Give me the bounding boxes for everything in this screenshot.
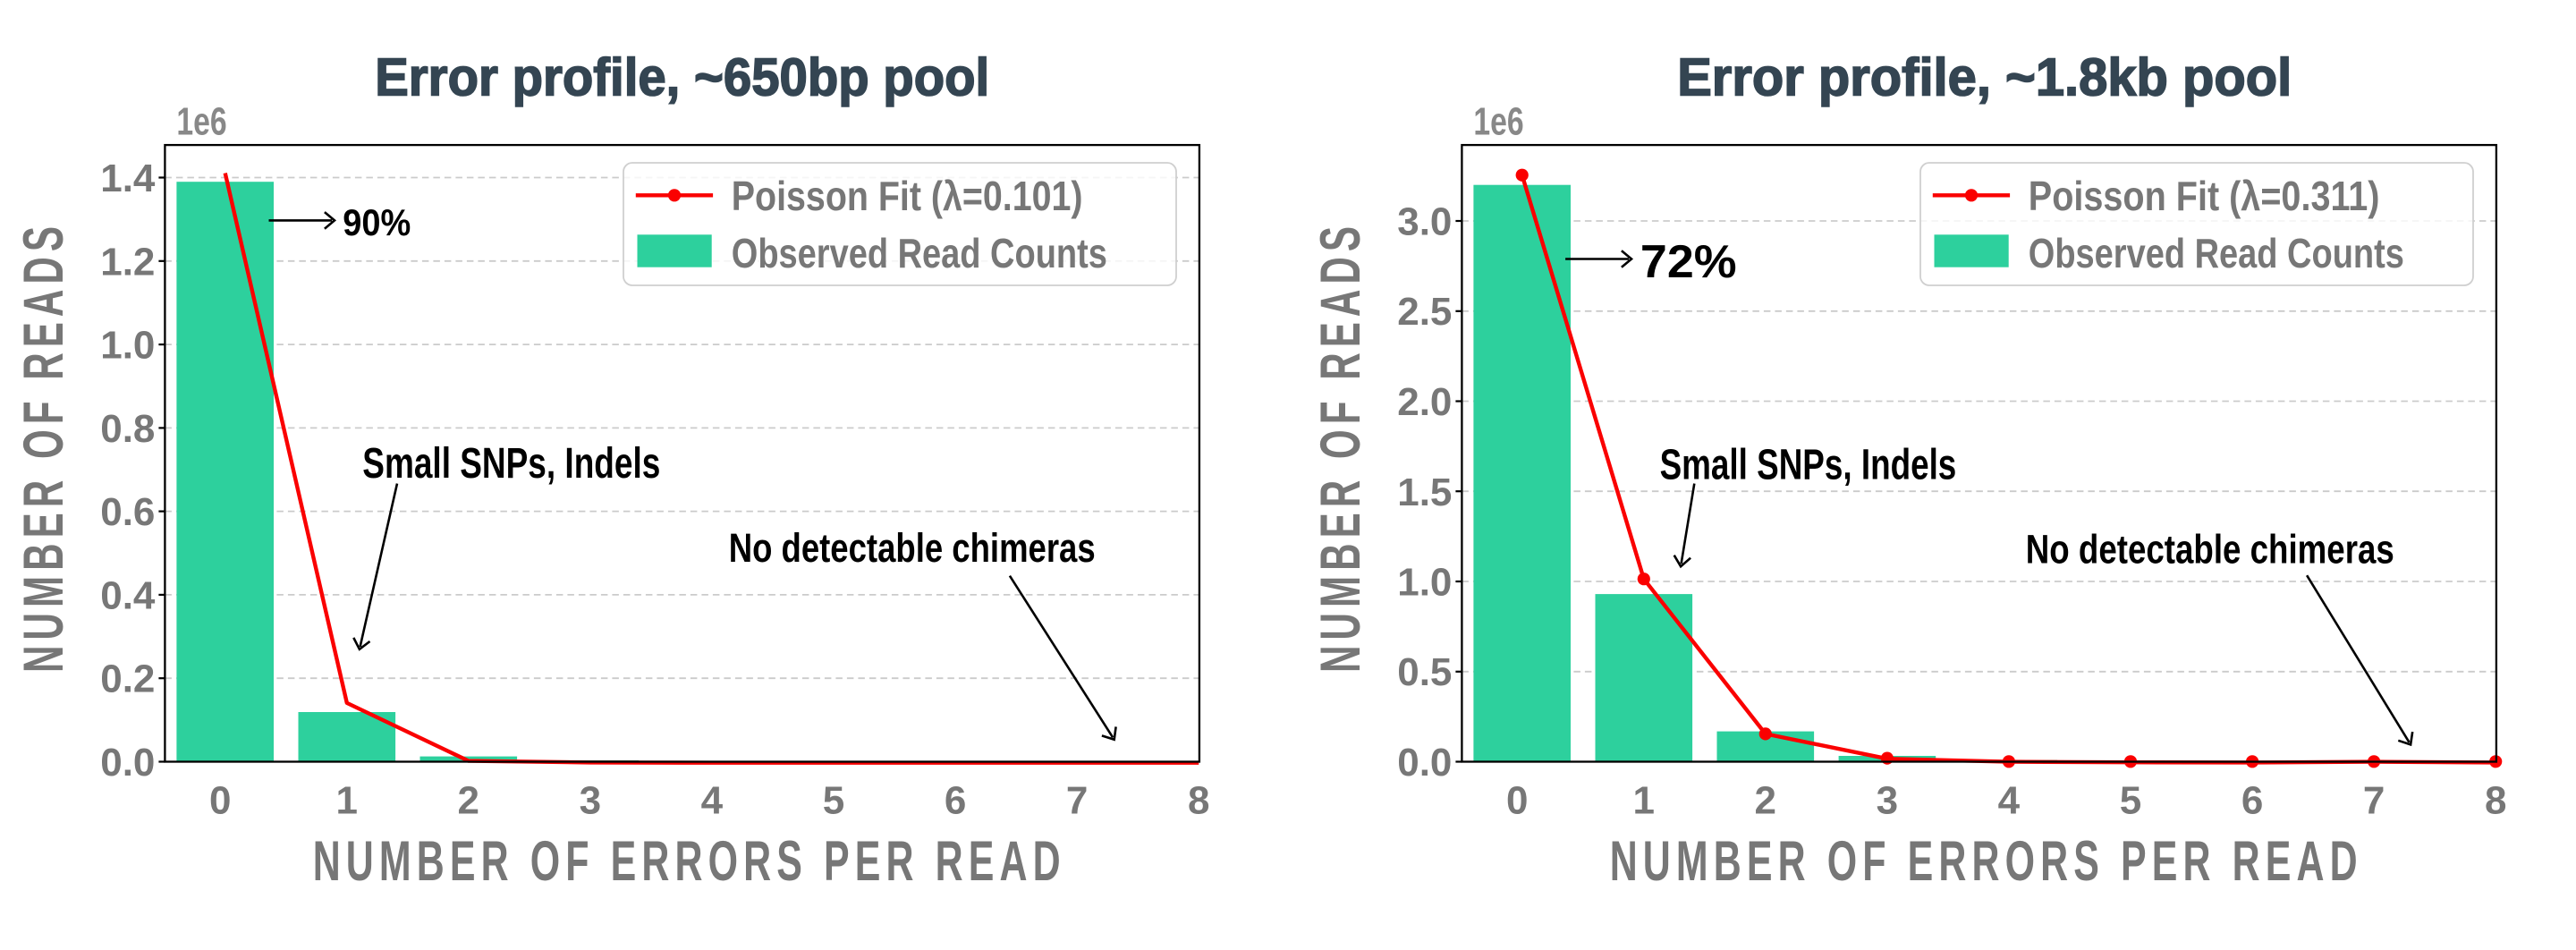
svg-text:1e6: 1e6	[1473, 100, 1523, 144]
svg-text:NUMBER OF ERRORS PER READ: NUMBER OF ERRORS PER READ	[1610, 830, 2363, 893]
svg-text:0.5: 0.5	[1397, 650, 1452, 694]
svg-text:Small SNPs, Indels: Small SNPs, Indels	[362, 440, 660, 488]
svg-text:4: 4	[1998, 779, 2021, 823]
svg-text:0.6: 0.6	[100, 490, 155, 534]
svg-text:5: 5	[823, 779, 844, 823]
svg-text:No detectable chimeras: No detectable chimeras	[2026, 527, 2394, 573]
svg-text:3.0: 3.0	[1397, 200, 1452, 244]
svg-text:0: 0	[1506, 779, 1528, 823]
svg-text:5: 5	[2120, 779, 2141, 823]
svg-text:1.0: 1.0	[1397, 561, 1452, 605]
svg-text:Poisson Fit (λ=0.101): Poisson Fit (λ=0.101)	[732, 173, 1083, 219]
svg-text:72%: 72%	[1640, 236, 1737, 288]
svg-text:7: 7	[1066, 779, 1088, 823]
svg-text:0.0: 0.0	[100, 741, 155, 785]
svg-text:2.5: 2.5	[1397, 290, 1452, 334]
svg-text:1.5: 1.5	[1397, 471, 1452, 514]
svg-text:2.0: 2.0	[1397, 380, 1452, 424]
svg-text:0.4: 0.4	[100, 573, 156, 617]
svg-text:2: 2	[1755, 779, 1776, 823]
svg-text:0.0: 0.0	[1397, 741, 1452, 785]
svg-text:90%: 90%	[343, 201, 411, 243]
svg-text:Poisson Fit (λ=0.311): Poisson Fit (λ=0.311)	[2029, 173, 2380, 219]
svg-text:Observed Read Counts: Observed Read Counts	[732, 230, 1107, 276]
svg-text:2: 2	[458, 779, 479, 823]
svg-text:0.2: 0.2	[100, 657, 155, 701]
svg-text:8: 8	[2485, 779, 2506, 823]
svg-text:NUMBER OF READS: NUMBER OF READS	[13, 221, 75, 673]
svg-text:NUMBER OF ERRORS PER READ: NUMBER OF ERRORS PER READ	[313, 830, 1066, 893]
svg-text:3: 3	[1877, 779, 1898, 823]
svg-text:8: 8	[1188, 779, 1209, 823]
svg-text:4: 4	[701, 779, 724, 823]
svg-text:Small SNPs, Indels: Small SNPs, Indels	[1660, 442, 1957, 489]
svg-text:NUMBER OF READS: NUMBER OF READS	[1309, 221, 1372, 673]
svg-text:0.8: 0.8	[100, 407, 155, 451]
svg-text:1.2: 1.2	[100, 240, 155, 284]
svg-text:1: 1	[1633, 779, 1655, 823]
svg-text:6: 6	[2241, 779, 2263, 823]
svg-text:1.4: 1.4	[100, 157, 156, 200]
svg-text:1e6: 1e6	[176, 100, 226, 144]
svg-text:6: 6	[945, 779, 966, 823]
svg-text:Error profile, ~1.8kb pool: Error profile, ~1.8kb pool	[1677, 48, 2292, 107]
svg-text:0: 0	[209, 779, 231, 823]
svg-text:7: 7	[2363, 779, 2385, 823]
svg-text:No detectable chimeras: No detectable chimeras	[729, 525, 1096, 571]
svg-text:Observed Read Counts: Observed Read Counts	[2029, 230, 2404, 276]
svg-text:1.0: 1.0	[100, 324, 155, 368]
svg-text:1: 1	[336, 779, 358, 823]
svg-text:3: 3	[580, 779, 601, 823]
svg-text:Error profile, ~650bp pool: Error profile, ~650bp pool	[375, 48, 989, 107]
